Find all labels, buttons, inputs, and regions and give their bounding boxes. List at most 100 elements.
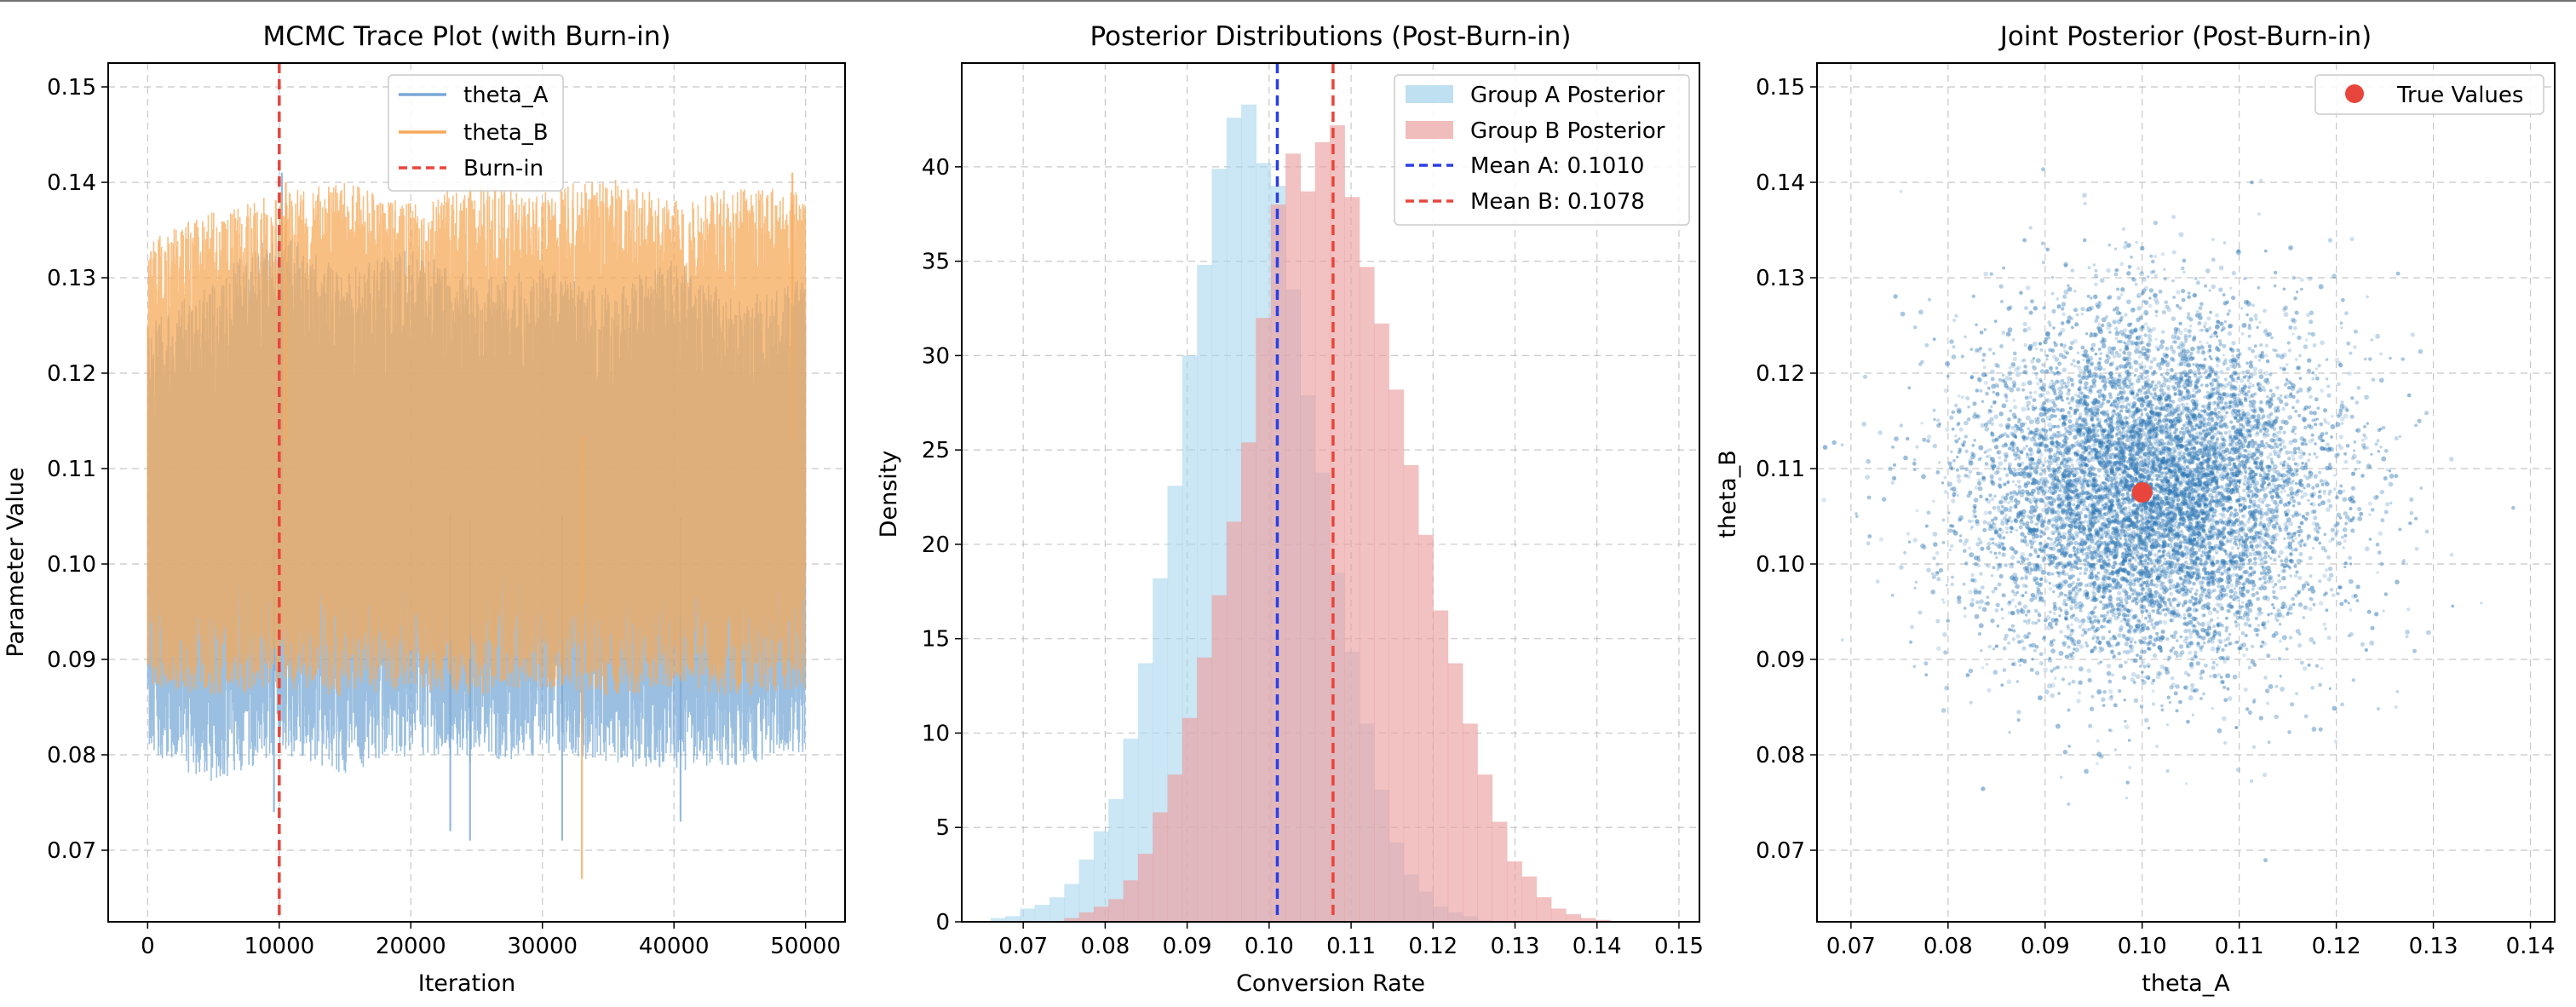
scatter-xlabel: theta_A — [2142, 970, 2230, 997]
scatter-point — [2349, 237, 2355, 242]
scatter-point — [2161, 310, 2166, 314]
scatter-point — [1998, 461, 2004, 466]
histogram-bar-group-b — [1285, 153, 1301, 923]
scatter-point — [2159, 664, 2165, 670]
scatter-point — [2056, 466, 2061, 470]
y-tick-label: 0.14 — [47, 170, 96, 196]
x-tick-label: 0.15 — [1654, 934, 1704, 959]
scatter-point — [1943, 388, 1949, 394]
scatter-point — [2217, 411, 2221, 414]
scatter-point — [1998, 284, 2004, 289]
scatter-point — [2342, 489, 2346, 493]
scatter-point — [1840, 638, 1844, 642]
scatter-point — [1982, 520, 1987, 525]
scatter-point — [2123, 328, 2128, 333]
scatter-point — [2007, 417, 2011, 422]
scatter-point — [2135, 471, 2138, 475]
scatter-point — [2029, 520, 2034, 524]
scatter-point — [2247, 624, 2252, 628]
scatter-point — [2221, 655, 2225, 659]
histogram-bar-group-b — [1197, 657, 1213, 922]
scatter-point — [2262, 772, 2268, 778]
scatter-point — [2124, 313, 2128, 317]
scatter-point — [2201, 404, 2205, 408]
scatter-point — [2291, 394, 2296, 399]
histogram-bar-group-b — [1433, 610, 1449, 922]
scatter-point — [2004, 526, 2010, 531]
x-tick-label: 0.09 — [1163, 934, 1212, 959]
scatter-point — [2116, 287, 2120, 291]
scatter-point — [2242, 653, 2246, 658]
scatter-point — [2255, 423, 2261, 429]
scatter-point — [2375, 543, 2380, 547]
histogram-legend: Group A Posterior Group B Posterior Mean… — [1394, 74, 1690, 226]
scatter-point — [2353, 449, 2356, 452]
scatter-point — [1891, 446, 1895, 449]
scatter-point — [2015, 590, 2020, 595]
scatter-point — [2165, 637, 2170, 642]
scatter-point — [2228, 601, 2233, 606]
scatter-point — [1936, 418, 1941, 423]
scatter-point — [2079, 608, 2083, 613]
scatter-point — [2165, 368, 2170, 372]
scatter-point — [2112, 354, 2117, 359]
scatter-point — [2318, 541, 2322, 545]
scatter-point — [2105, 354, 2109, 358]
scatter-point — [2022, 238, 2027, 243]
scatter-point — [2231, 270, 2237, 276]
scatter-point — [1918, 309, 1923, 315]
scatter-point — [2136, 266, 2141, 271]
scatter-point — [2041, 480, 2047, 486]
scatter-point — [2033, 499, 2038, 504]
scatter-point — [2160, 630, 2165, 634]
scatter-point — [2188, 650, 2193, 655]
scatter-point — [1941, 598, 1945, 601]
scatter-point — [1948, 528, 1953, 533]
scatter-point — [2268, 465, 2272, 469]
scatter-point — [2283, 537, 2286, 540]
scatter-point — [2317, 503, 2321, 507]
scatter-point — [2080, 313, 2084, 316]
scatter-point — [1989, 550, 1992, 554]
scatter-point — [2038, 531, 2043, 535]
scatter-point — [2200, 404, 2205, 408]
scatter-point — [2180, 356, 2185, 361]
scatter-point — [2068, 553, 2074, 559]
scatter-point — [2045, 624, 2051, 630]
scatter-point — [2084, 381, 2089, 387]
scatter-point — [2193, 501, 2198, 505]
scatter-point — [2078, 378, 2083, 383]
scatter-point — [1915, 445, 1919, 449]
scatter-point — [2033, 648, 2037, 653]
scatter-point — [2265, 380, 2271, 385]
scatter-point — [2296, 291, 2299, 294]
scatter-point — [2242, 448, 2246, 452]
scatter-point — [2063, 263, 2068, 268]
scatter-point — [2313, 452, 2317, 456]
scatter-point — [2075, 432, 2080, 437]
scatter-point — [2340, 422, 2344, 425]
scatter-point — [2218, 265, 2224, 271]
scatter-point — [2251, 348, 2255, 354]
scatter-point — [2348, 555, 2353, 561]
scatter-point — [2148, 432, 2152, 436]
scatter-point — [2221, 502, 2226, 507]
scatter-point — [2096, 417, 2100, 421]
scatter-point — [2096, 626, 2100, 631]
scatter-point — [2090, 624, 2096, 630]
scatter-point — [2203, 564, 2206, 567]
y-tick-label: 0.11 — [47, 457, 96, 482]
scatter-point — [2079, 572, 2082, 575]
scatter-point — [2045, 247, 2050, 252]
scatter-point — [2282, 430, 2286, 434]
scatter-point — [1972, 504, 1977, 509]
scatter-point — [2020, 422, 2025, 428]
scatter-point — [2235, 380, 2239, 383]
trace-plot-legend: theta_A theta_B Burn-in — [388, 74, 564, 192]
scatter-point — [2152, 396, 2155, 400]
scatter-point — [2122, 424, 2127, 429]
scatter-point — [1983, 451, 1987, 454]
scatter-point — [2280, 419, 2286, 424]
scatter-point — [2275, 385, 2280, 390]
scatter-point — [2148, 423, 2152, 428]
